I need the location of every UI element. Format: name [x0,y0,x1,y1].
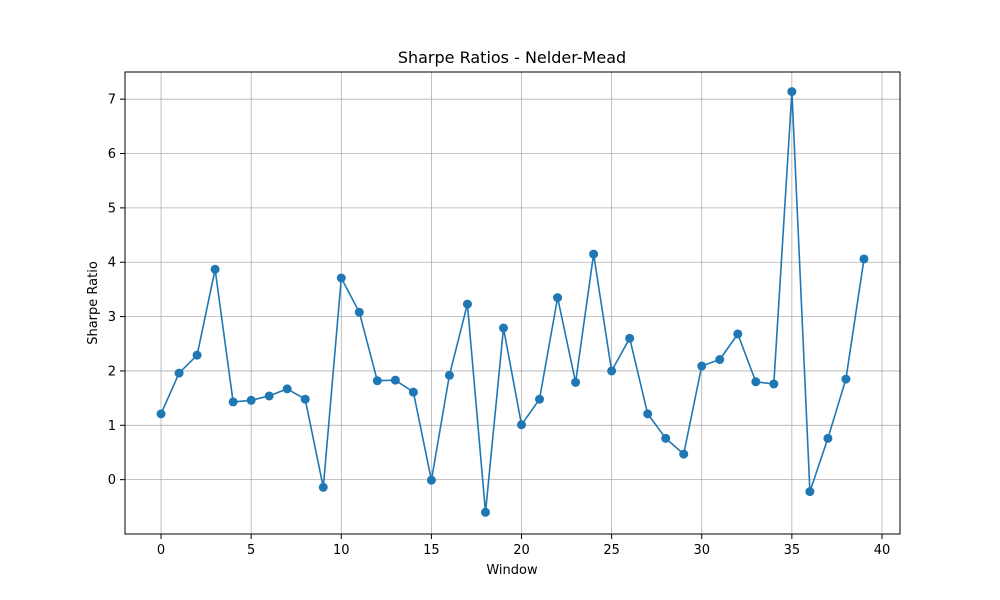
data-point [751,377,761,387]
x-tick-label: 35 [784,543,801,558]
x-tick-label: 25 [603,543,620,558]
data-point [462,299,472,309]
data-point [300,394,310,404]
data-point [535,394,545,404]
y-tick-label: 3 [108,310,116,325]
y-tick-label: 1 [108,419,116,434]
data-point [571,377,581,387]
data-point [210,264,220,274]
series-layer [156,87,869,517]
data-point [426,475,436,485]
data-point [733,329,743,339]
data-point [823,433,833,443]
data-point [769,379,779,389]
plot-frame [124,71,901,535]
data-point [408,387,418,397]
data-point [444,370,454,380]
data-point [517,420,527,430]
axes-layer: 0 5 10 15 20 25 30 35 40 0 1 2 3 4 5 6 7 [108,71,901,558]
data-point [859,254,869,264]
x-tick-label: 0 [157,543,165,558]
data-point [553,293,563,303]
y-axis-label: Sharpe Ratio [86,261,101,345]
data-point [282,384,292,394]
data-point [318,482,328,492]
chart-title: Sharpe Ratios - Nelder-Mead [398,48,626,67]
data-point [805,487,815,497]
y-tick-label: 5 [108,201,116,216]
x-tick-label: 5 [247,543,255,558]
y-tick-label: 0 [108,473,116,488]
data-point [679,449,689,459]
data-point [697,361,707,371]
data-point [661,433,671,443]
data-point [372,376,382,386]
data-point [498,323,508,333]
data-point [480,507,490,517]
grid-layer [125,72,900,534]
data-point [390,375,400,385]
data-point [643,409,653,419]
data-point [607,366,617,376]
x-tick-label: 40 [874,543,891,558]
x-tick-label: 10 [333,543,350,558]
data-point [336,273,346,283]
data-point [228,397,238,407]
data-point [625,333,635,343]
series-line [160,90,865,514]
data-point [156,409,166,419]
data-point [264,391,274,401]
x-tick-label: 20 [513,543,530,558]
x-tick-label: 30 [693,543,710,558]
data-point [192,350,202,360]
data-point [715,355,725,365]
data-point [354,307,364,317]
x-axis-label: Window [486,563,538,578]
x-tick-label: 15 [423,543,440,558]
y-tick-label: 7 [108,93,116,108]
data-point [589,249,599,259]
y-tick-label: 2 [108,364,116,379]
data-point [246,395,256,405]
data-point [841,374,851,384]
y-tick-label: 4 [108,256,116,271]
data-point [174,368,184,378]
y-tick-label: 6 [108,147,116,162]
data-point [787,87,797,97]
